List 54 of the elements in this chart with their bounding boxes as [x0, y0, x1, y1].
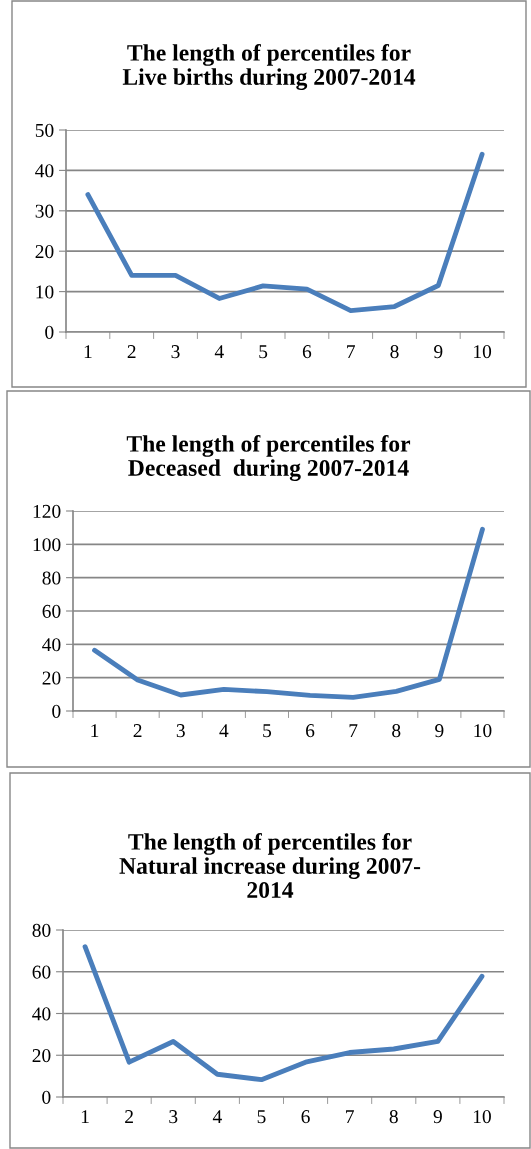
x-tick-label: 4: [219, 724, 229, 737]
x-tick-label: 10: [473, 1110, 491, 1124]
y-tick-label: 50: [35, 123, 54, 137]
line-series: [92, 526, 485, 700]
x-tick-label: 9: [433, 1110, 442, 1124]
x-tick-label: 10: [474, 724, 492, 738]
y-tick-label: 40: [42, 638, 61, 652]
chart-title: The length of percentiles for Natural increase during 2007- 2014: [119, 833, 421, 898]
y-tick-label: 100: [33, 538, 61, 552]
y-tick-label: 0: [45, 325, 54, 339]
x-tick-label: 5: [259, 345, 268, 359]
x-tick-label: 2: [125, 1110, 133, 1123]
x-tick-label: 6: [306, 724, 315, 738]
x-tick-label: 7: [347, 345, 355, 358]
line-series: [82, 944, 485, 1083]
y-tick-label: 80: [32, 923, 51, 937]
x-tick-label: 7: [346, 1110, 354, 1123]
x-tick-label: 2: [133, 724, 142, 737]
x-tick-label: 4: [212, 1110, 222, 1123]
x-tick-label: 7: [349, 724, 358, 737]
y-tick-label: 60: [32, 965, 51, 979]
x-tick-label: 6: [302, 345, 312, 359]
x-tick-label: 9: [434, 345, 443, 359]
x-tick-label: 8: [390, 345, 399, 359]
chart-title: The length of percentiles for Live births during 2007-2014: [122, 44, 416, 90]
y-tick-label: 40: [35, 164, 54, 178]
x-tick-label: 2: [127, 345, 136, 358]
y-tick-label: 40: [32, 1007, 51, 1021]
x-tick-label: 3: [169, 1110, 178, 1124]
x-tick-label: 10: [474, 345, 492, 359]
x-tick-label: 1: [81, 1110, 89, 1123]
x-tick-label: 1: [91, 724, 99, 737]
x-tick-label: 3: [171, 345, 180, 359]
y-tick-label: 10: [36, 285, 54, 299]
x-tick-label: 8: [392, 724, 401, 738]
y-tick-label: 20: [42, 671, 61, 685]
x-tick-label: 1: [84, 345, 92, 358]
x-tick-label: 8: [389, 1110, 398, 1124]
x-tick-label: 5: [263, 724, 272, 738]
chart-title: The length of percentiles for Deceased during 2007-2014: [126, 435, 411, 481]
y-tick-label: 120: [33, 504, 61, 518]
x-tick-label: 9: [435, 724, 444, 738]
x-tick-label: 4: [214, 345, 224, 358]
y-tick-label: 0: [42, 1090, 51, 1104]
x-tick-label: 6: [301, 1110, 310, 1124]
y-tick-label: 0: [52, 704, 61, 718]
x-tick-label: 5: [257, 1110, 266, 1124]
y-tick-label: 80: [42, 571, 61, 585]
y-tick-label: 20: [32, 1049, 51, 1063]
y-tick-label: 20: [35, 245, 54, 259]
y-tick-label: 30: [35, 204, 54, 218]
y-tick-label: 60: [42, 604, 61, 618]
line-series: [85, 151, 485, 314]
x-tick-label: 3: [176, 724, 185, 738]
